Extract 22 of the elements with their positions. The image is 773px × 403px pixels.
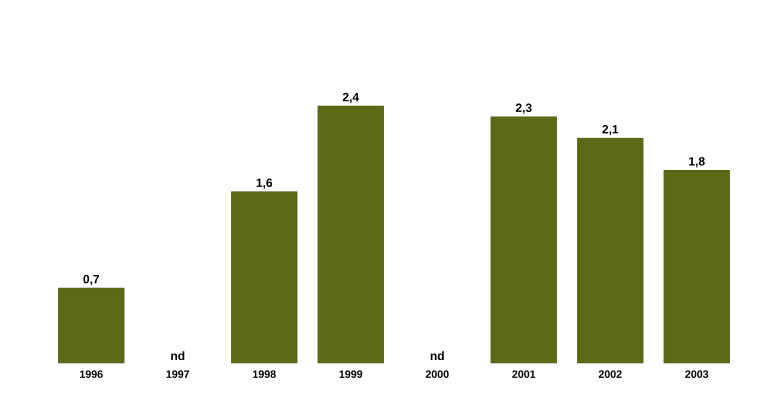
bar bbox=[318, 106, 384, 364]
text: nd bbox=[171, 351, 184, 360]
data-label: 0,7 bbox=[83, 274, 100, 286]
bar bbox=[577, 138, 644, 364]
data-label: 1,8 bbox=[689, 157, 705, 168]
x-tick-label: 2003 bbox=[685, 370, 708, 378]
bar bbox=[58, 288, 124, 364]
bar bbox=[490, 116, 557, 364]
x-tick-label: 2002 bbox=[598, 370, 622, 378]
x-tick-label: 1996 bbox=[80, 370, 103, 378]
data-label: 2,3 bbox=[516, 104, 532, 114]
x-tick-label: 2001 bbox=[512, 370, 536, 378]
x-tick-label: 1997 bbox=[166, 370, 190, 378]
data-label: 1,6 bbox=[256, 178, 272, 189]
x-tick-label: 1998 bbox=[253, 370, 276, 378]
data-label: 2,1 bbox=[602, 124, 618, 136]
x-tick-label: 2000 bbox=[426, 370, 449, 378]
x-tick-label: 1999 bbox=[340, 370, 362, 378]
bar bbox=[664, 170, 730, 364]
bar bbox=[231, 191, 298, 364]
data-label: 2,4 bbox=[342, 92, 360, 104]
text: nd bbox=[430, 351, 444, 360]
